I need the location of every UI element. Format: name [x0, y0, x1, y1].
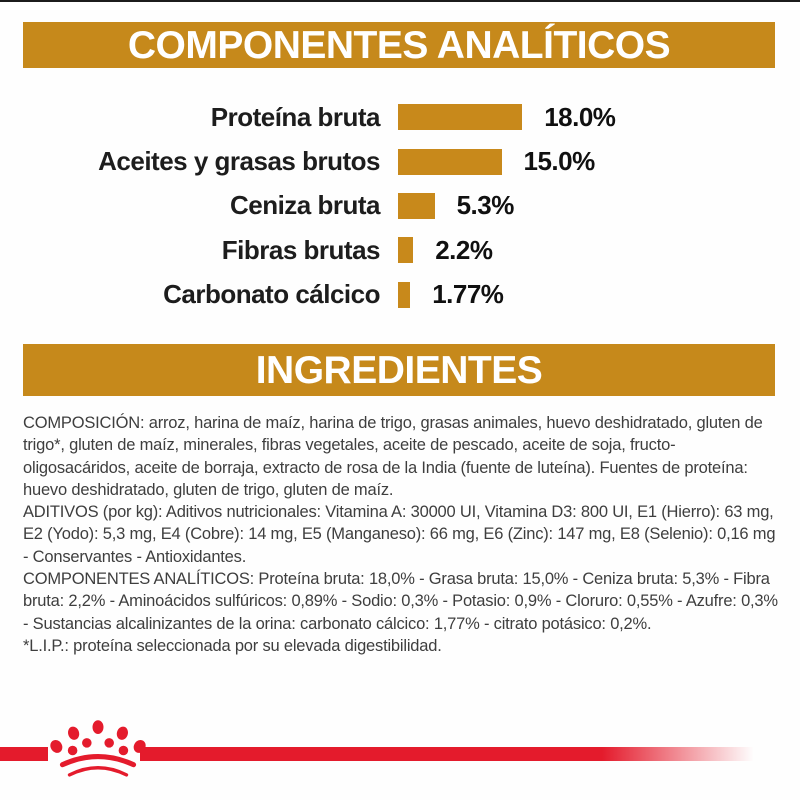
top-border-line	[0, 0, 800, 2]
red-ribbon-right-fading	[140, 747, 800, 761]
ingredients-text-block: COMPOSICIÓN: arroz, harina de maíz, hari…	[23, 412, 779, 657]
brand-footer	[0, 700, 800, 800]
bar-label: Ceniza bruta	[229, 190, 381, 221]
bar-value: 15.0%	[523, 146, 596, 177]
chart-row: Fibras brutas 2.2%	[0, 228, 800, 272]
bar-label: Carbonato cálcico	[163, 279, 380, 310]
composition-paragraph: COMPOSICIÓN: arroz, harina de maíz, hari…	[23, 414, 763, 499]
bar-label: Aceites y grasas brutos	[98, 146, 380, 177]
bar-value: 2.2%	[435, 234, 493, 265]
lip-footnote: *L.I.P.: proteína seleccionada por su el…	[23, 636, 442, 655]
bar-label: Fibras brutas	[221, 234, 381, 265]
section-header-analytical: COMPONENTES ANALÍTICOS	[23, 22, 775, 68]
bar	[398, 281, 411, 308]
chart-row: Aceites y grasas brutos 15.0%	[0, 139, 800, 183]
bar	[398, 192, 435, 219]
analytical-components-bar-chart: Proteína bruta 18.0% Aceites y grasas brut…	[0, 95, 800, 317]
ingredients-section-title: INGREDIENTES	[255, 348, 543, 392]
chart-row: Ceniza bruta 5.3%	[0, 184, 800, 228]
bar	[398, 237, 414, 264]
analytical-section-title: COMPONENTES ANALÍTICOS	[127, 23, 671, 67]
bar-value: 5.3%	[456, 190, 515, 221]
bar	[398, 148, 502, 175]
bar-label: Proteína bruta	[210, 101, 381, 132]
chart-row: Carbonato cálcico 1.77%	[0, 273, 800, 317]
bar	[398, 104, 523, 131]
chart-row: Proteína bruta 18.0%	[0, 95, 800, 139]
additives-paragraph: ADITIVOS (por kg): Aditivos nutricionale…	[23, 503, 776, 566]
bar-value: 1.77%	[432, 279, 504, 310]
analytical-constituents-paragraph: COMPONENTES ANALÍTICOS: Proteína bruta: …	[23, 570, 778, 633]
red-ribbon-left	[0, 747, 48, 761]
royal-canin-crown-icon	[50, 720, 146, 777]
bar-value: 18.0%	[544, 101, 616, 132]
section-header-ingredients: INGREDIENTES	[23, 344, 775, 396]
